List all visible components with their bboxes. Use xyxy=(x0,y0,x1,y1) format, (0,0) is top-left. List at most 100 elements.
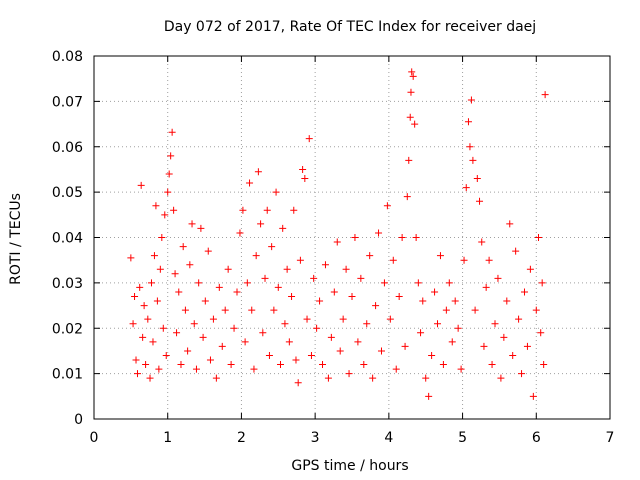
data-point xyxy=(401,342,409,350)
data-point xyxy=(221,306,229,314)
data-point xyxy=(515,315,523,323)
data-point xyxy=(153,297,161,305)
data-point xyxy=(259,329,267,337)
data-point xyxy=(171,270,179,278)
data-point xyxy=(257,220,265,228)
data-point xyxy=(142,361,150,369)
data-point xyxy=(132,356,140,364)
data-point xyxy=(177,361,185,369)
data-point xyxy=(307,351,315,359)
data-point xyxy=(518,370,526,378)
data-point xyxy=(261,274,269,282)
data-point xyxy=(506,220,514,228)
data-point xyxy=(139,333,147,341)
data-point xyxy=(236,229,244,237)
data-point xyxy=(439,361,447,369)
data-point xyxy=(192,365,200,373)
data-point xyxy=(224,265,232,273)
data-point xyxy=(152,202,160,210)
data-point xyxy=(512,247,520,255)
data-point xyxy=(497,374,505,382)
data-point xyxy=(491,320,499,328)
data-point xyxy=(529,392,537,400)
data-point xyxy=(407,88,415,96)
data-point xyxy=(386,315,394,323)
data-point xyxy=(146,374,154,382)
data-point xyxy=(431,288,439,296)
data-point xyxy=(179,243,187,251)
data-point xyxy=(460,256,468,264)
data-point xyxy=(482,283,490,291)
data-point xyxy=(252,252,260,260)
data-point xyxy=(144,315,152,323)
data-point xyxy=(503,297,511,305)
data-points xyxy=(127,68,549,400)
data-point xyxy=(305,135,313,143)
data-point xyxy=(301,175,309,183)
data-point xyxy=(164,188,172,196)
data-point xyxy=(188,220,196,228)
y-tick-label: 0.06 xyxy=(52,140,83,156)
data-point xyxy=(276,361,284,369)
data-point xyxy=(274,283,282,291)
data-point xyxy=(197,224,205,232)
data-point xyxy=(422,374,430,382)
data-point xyxy=(324,374,332,382)
y-axis-label: ROTI / TECUs xyxy=(8,193,24,285)
data-point xyxy=(434,320,442,328)
data-point xyxy=(467,96,475,104)
data-point xyxy=(268,243,276,251)
data-point xyxy=(469,156,477,164)
data-point xyxy=(296,256,304,264)
data-point xyxy=(294,379,302,387)
data-point xyxy=(181,306,189,314)
data-point xyxy=(199,333,207,341)
data-point xyxy=(466,143,474,151)
data-point xyxy=(480,342,488,350)
data-point xyxy=(218,342,226,350)
x-axis-label: GPS time / hours xyxy=(291,458,408,474)
data-point xyxy=(321,261,329,269)
data-point xyxy=(509,351,517,359)
y-tick-label: 0.07 xyxy=(52,94,83,110)
data-point xyxy=(133,370,141,378)
y-tick-label: 0.01 xyxy=(52,367,83,383)
data-point xyxy=(140,302,148,310)
data-point xyxy=(454,324,462,332)
data-point xyxy=(313,324,321,332)
data-point xyxy=(263,206,271,214)
y-tick-label: 0.04 xyxy=(52,231,83,247)
data-point xyxy=(408,68,416,76)
data-point xyxy=(173,329,181,337)
data-point xyxy=(303,315,311,323)
data-point xyxy=(395,292,403,300)
plot-frame xyxy=(93,55,611,420)
data-point xyxy=(336,347,344,355)
grid xyxy=(94,56,610,419)
data-point xyxy=(127,254,135,262)
data-point xyxy=(357,274,365,282)
data-point xyxy=(417,329,425,337)
data-point xyxy=(360,361,368,369)
data-point xyxy=(375,229,383,237)
data-point xyxy=(230,324,238,332)
data-point xyxy=(327,333,335,341)
data-point xyxy=(279,224,287,232)
data-point xyxy=(129,320,137,328)
data-point xyxy=(414,279,422,287)
data-point xyxy=(195,279,203,287)
data-point xyxy=(131,292,139,300)
data-point xyxy=(523,342,531,350)
data-point xyxy=(155,365,163,373)
data-point xyxy=(389,256,397,264)
data-point xyxy=(445,279,453,287)
data-point xyxy=(272,188,280,196)
data-point xyxy=(162,351,170,359)
data-point xyxy=(457,365,465,373)
data-point xyxy=(377,347,385,355)
chart-title: Day 072 of 2017, Rate Of TEC Index for r… xyxy=(164,19,536,35)
data-point xyxy=(233,288,241,296)
data-point xyxy=(363,320,371,328)
data-point xyxy=(369,374,377,382)
data-point xyxy=(212,374,220,382)
